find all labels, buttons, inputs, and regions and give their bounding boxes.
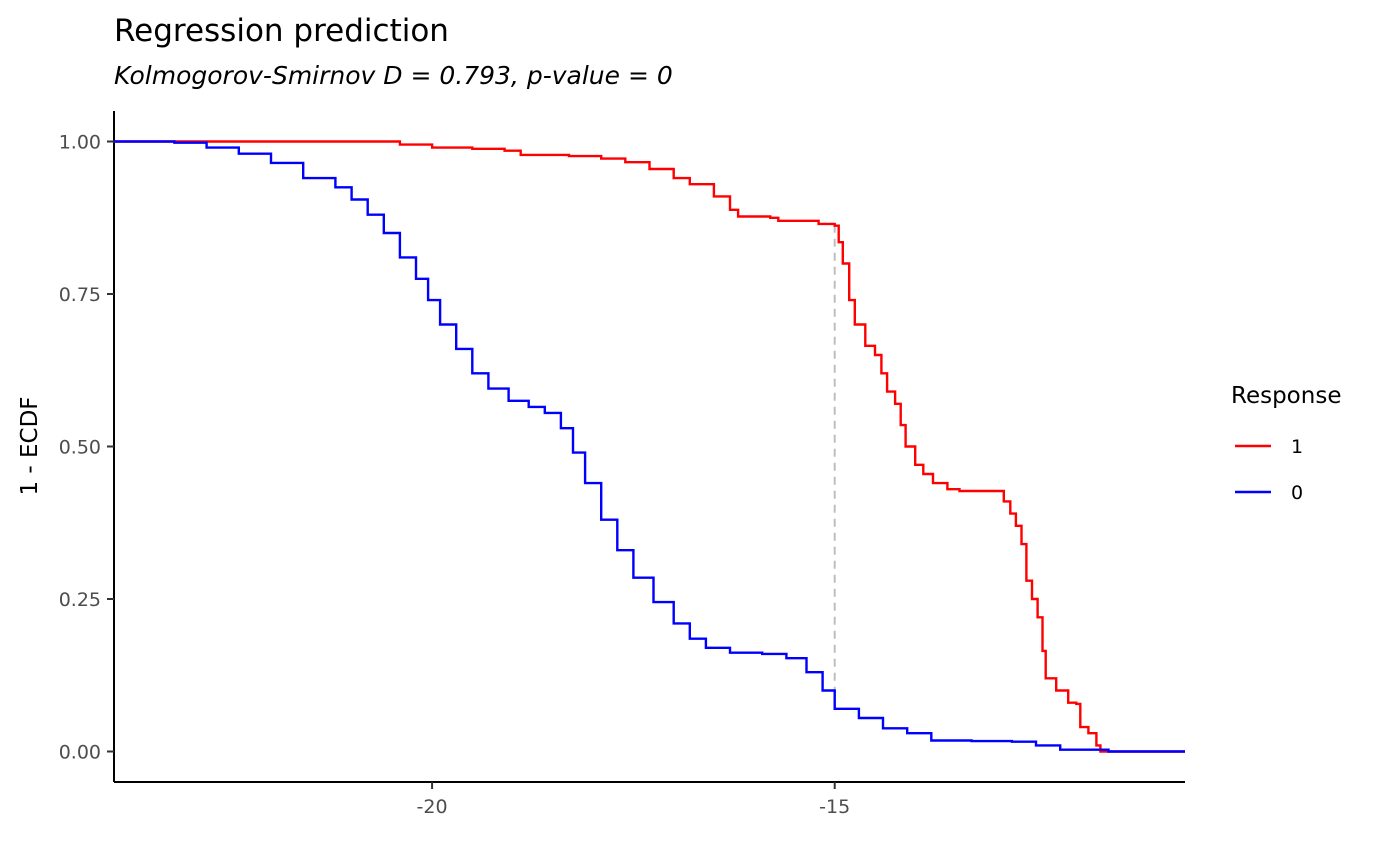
x-tick-label: -15 [819, 796, 850, 818]
chart-subtitle: Kolmogorov-Smirnov D = 0.793, p-value = … [114, 61, 673, 90]
y-tick-label: 1.00 [59, 132, 101, 154]
legend-label-1: 1 [1291, 436, 1303, 458]
y-axis-title: 1 - ECDF [17, 396, 43, 495]
legend-label-0: 0 [1291, 482, 1303, 504]
x-tick-label: -20 [417, 796, 448, 818]
legend-title: Response [1231, 383, 1341, 409]
x-axis-ticks: -20 -15 [417, 782, 850, 818]
y-axis-ticks: 0.00 0.25 0.50 0.75 1.00 [59, 132, 114, 764]
series-line-0 [114, 140, 1185, 753]
chart-title: Regression prediction [114, 13, 449, 49]
y-tick-label: 0.00 [59, 742, 101, 764]
series-lines [114, 140, 1185, 753]
y-tick-label: 0.25 [59, 589, 101, 611]
legend: Response 10 [1231, 383, 1341, 504]
legend-items: 10 [1235, 436, 1303, 504]
plot-area: 0.00 0.25 0.50 0.75 1.00 -20 -15 [59, 111, 1185, 818]
y-tick-label: 0.50 [59, 437, 101, 459]
series-line-1 [114, 140, 1185, 753]
y-tick-label: 0.75 [59, 284, 101, 306]
